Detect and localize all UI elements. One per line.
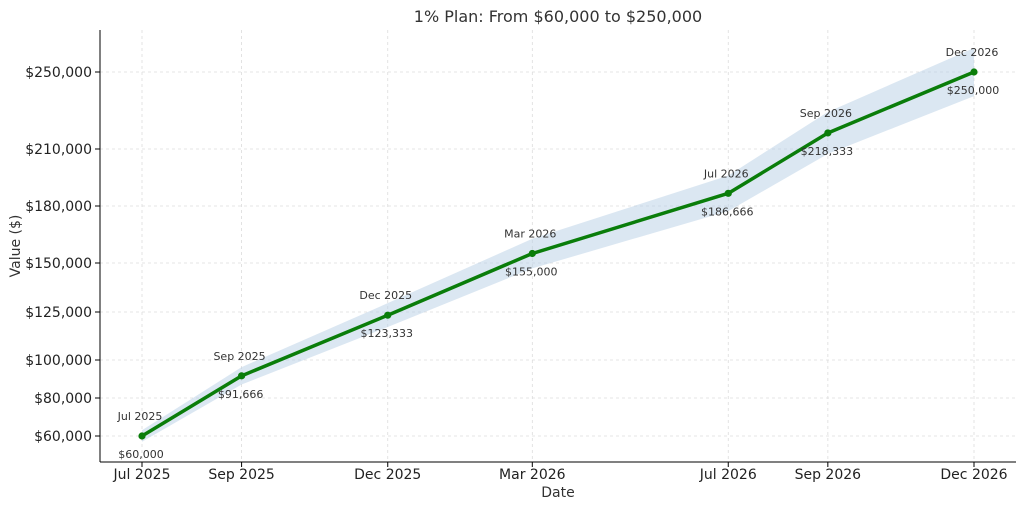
axes: [99, 30, 1016, 463]
x-tick-label: Jul 2026: [699, 467, 757, 483]
y-tick-label: $80,000: [34, 391, 92, 407]
data-point: [528, 249, 536, 258]
x-tick-label: Jul 2025: [113, 467, 171, 483]
point-value-label: $186,666: [701, 205, 754, 218]
data-point: [724, 189, 732, 197]
x-axis-ticks: Jul 2025 Sep 2025 Dec 2025 Mar 2026 Jul 2026…: [113, 462, 1008, 483]
y-tick-label: $60,000: [34, 429, 92, 445]
point-value-label: $155,000: [505, 266, 558, 279]
point-value-label: $60,000: [118, 448, 164, 461]
y-axis-title: Value ($): [8, 215, 24, 278]
data-point: [824, 129, 832, 137]
point-date-label: Mar 2026: [504, 228, 556, 241]
point-value-label: $250,000: [947, 84, 1000, 97]
x-tick-label: Sep 2026: [795, 467, 862, 483]
x-tick-label: Dec 2026: [940, 467, 1007, 483]
y-tick-label: $210,000: [25, 142, 92, 158]
y-tick-label: $100,000: [25, 353, 92, 369]
x-tick-label: Sep 2025: [208, 467, 274, 483]
point-date-label: Dec 2026: [946, 46, 999, 59]
data-point: [237, 372, 246, 380]
y-tick-label: $150,000: [25, 256, 92, 272]
y-axis-ticks: $60,000 $80,000 $100,000 $125,000 $150,000 $1…: [25, 65, 100, 445]
point-date-label: Jul 2026: [703, 167, 749, 180]
y-tick-label: $125,000: [25, 305, 92, 321]
point-date-label: Sep 2026: [800, 107, 852, 120]
chart-title: 1% Plan: From $60,000 to $250,000: [414, 7, 702, 26]
point-value-label: $91,666: [218, 388, 264, 401]
y-tick-label: $180,000: [25, 199, 92, 215]
x-axis-title: Date: [541, 485, 574, 501]
y-tick-label: $250,000: [25, 65, 92, 81]
x-tick-label: Dec 2025: [354, 467, 421, 483]
point-date-label: Jul 2025: [117, 410, 163, 423]
grid-lines: [100, 30, 1016, 462]
point-date-label: Dec 2025: [359, 289, 412, 302]
data-point: [970, 68, 978, 76]
point-labels: Jul 2025 $60,000 Sep 2025 $91,666 Dec 2025 $1…: [117, 46, 1000, 461]
data-point: [384, 311, 392, 319]
point-value-label: $123,333: [360, 327, 413, 340]
data-points: [138, 68, 978, 440]
point-value-label: $218,333: [801, 145, 854, 158]
point-date-label: Sep 2025: [213, 350, 265, 363]
x-tick-label: Mar 2026: [499, 467, 566, 483]
data-point: [138, 432, 146, 440]
